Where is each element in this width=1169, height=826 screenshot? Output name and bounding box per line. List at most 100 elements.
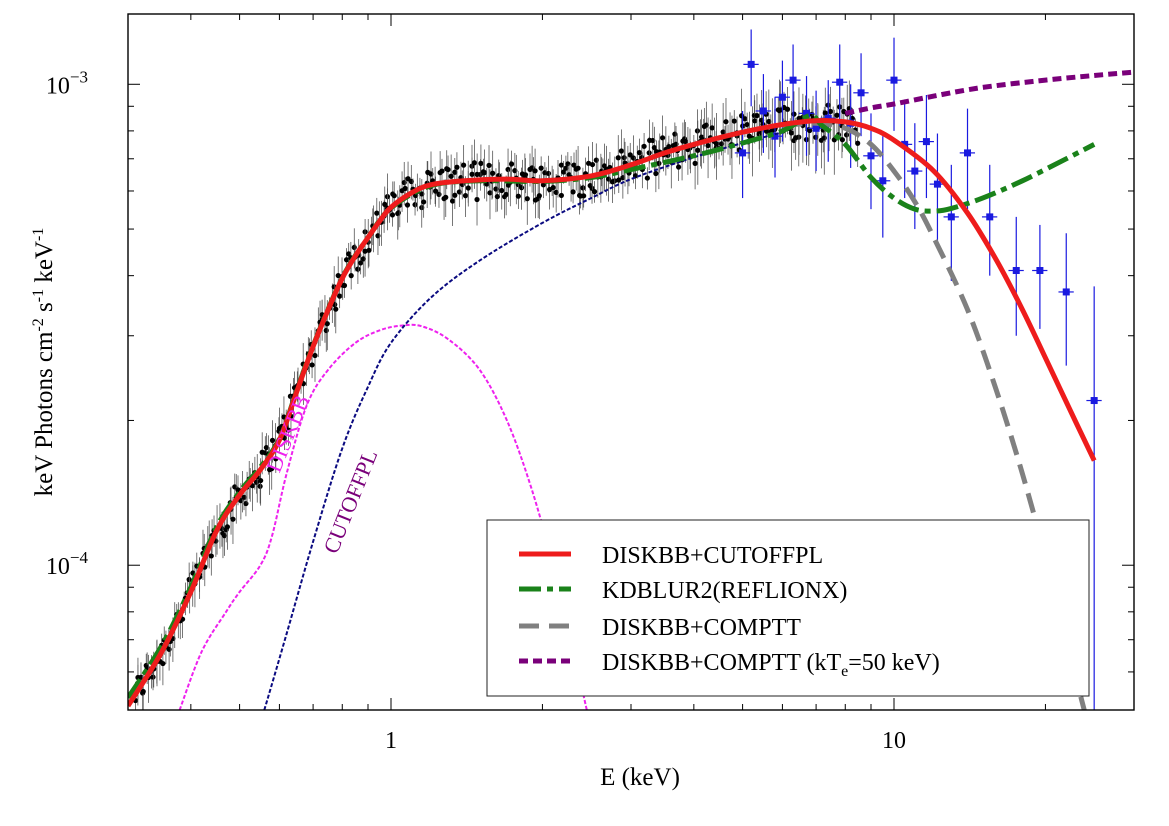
- black-data-point: [436, 191, 442, 197]
- black-data-point: [323, 327, 329, 334]
- legend-label-gray: DISKBB+COMPTT: [602, 615, 801, 641]
- black-data-point: [589, 161, 596, 168]
- black-data-point: [839, 137, 845, 143]
- black-data-point: [341, 282, 348, 289]
- black-data-point: [241, 494, 247, 500]
- black-data-point: [230, 516, 236, 522]
- black-data-point: [471, 160, 478, 166]
- black-data-point: [561, 169, 567, 175]
- blue-data-point: [857, 89, 865, 97]
- black-data-point: [452, 169, 458, 175]
- black-data-point: [337, 293, 343, 299]
- blue-data-point: [771, 132, 779, 140]
- black-data-point: [807, 127, 813, 134]
- black-data-point: [580, 185, 586, 191]
- blue-data-point: [933, 180, 941, 188]
- blue-data-point: [836, 78, 844, 86]
- x-axis-title: E (keV): [600, 764, 680, 791]
- black-data-point: [788, 130, 794, 136]
- black-data-point: [312, 352, 318, 359]
- black-data-point: [462, 193, 469, 199]
- black-data-point: [461, 162, 467, 168]
- black-data-point: [401, 179, 407, 186]
- black-data-point: [659, 135, 666, 141]
- black-data-point: [636, 150, 643, 156]
- black-data-point: [821, 135, 827, 141]
- black-data-point: [358, 260, 364, 266]
- plot-frame: [127, 13, 1135, 711]
- black-data-point: [309, 362, 315, 368]
- black-data-point: [257, 483, 263, 489]
- black-data-point: [673, 141, 679, 147]
- black-data-point: [615, 155, 621, 161]
- blue-data-point: [747, 60, 755, 68]
- black-data-point: [651, 145, 657, 151]
- black-data-point: [553, 189, 559, 195]
- black-data-point: [822, 110, 828, 116]
- blue-data-point: [1062, 288, 1070, 296]
- black-data-point: [571, 162, 577, 168]
- black-data-point: [263, 444, 269, 451]
- black-data-point: [452, 192, 458, 198]
- black-data-point: [348, 273, 354, 279]
- black-data-point: [709, 125, 715, 131]
- black-data-point: [362, 248, 368, 254]
- black-data-point: [419, 191, 425, 197]
- blue-data-point: [803, 109, 811, 117]
- black-data-point: [723, 119, 729, 125]
- blue-data-point: [739, 149, 747, 157]
- black-data-point: [550, 184, 556, 191]
- black-data-point: [389, 212, 396, 218]
- black-data-point: [243, 500, 249, 507]
- blue-data-point: [947, 213, 955, 221]
- black-data-point: [695, 147, 701, 153]
- black-data-point: [545, 170, 552, 177]
- black-data-point: [682, 138, 688, 145]
- black-data-point: [646, 150, 652, 156]
- blue-data-point: [1090, 397, 1098, 405]
- model-curve-diskbb-cutoffpl: [128, 118, 1097, 708]
- black-data-point: [433, 188, 439, 194]
- black-data-point: [742, 116, 748, 122]
- black-data-point: [744, 121, 750, 128]
- black-data-point: [448, 173, 454, 179]
- black-data-point: [428, 171, 434, 177]
- black-data-point: [713, 141, 720, 147]
- blue-data-point: [812, 124, 820, 132]
- black-data-point: [532, 168, 538, 174]
- black-data-point: [766, 118, 772, 125]
- black-data-point: [499, 187, 505, 194]
- black-data-point: [843, 132, 850, 138]
- black-data-point: [522, 172, 529, 178]
- black-data-point: [503, 191, 509, 198]
- legend: DISKBB+CUTOFFPL KDBLUR2(REFLIONX) DISKBB…: [486, 519, 1090, 697]
- black-data-point: [585, 160, 592, 166]
- black-data-point: [720, 129, 726, 135]
- y-tick-label: 10−4: [46, 548, 89, 580]
- model-curve-diskbb-comptt-kte-50-kev-: [844, 69, 1134, 116]
- black-data-point: [570, 189, 576, 195]
- blue-data-point: [922, 138, 930, 146]
- black-data-point: [465, 185, 471, 191]
- legend-label-purple: DISKBB+COMPTT (kTe=50 keV): [602, 650, 940, 680]
- black-data-point: [731, 118, 737, 124]
- black-data-point: [705, 142, 711, 149]
- black-data-point: [505, 166, 511, 173]
- black-data-point: [524, 196, 530, 202]
- black-data-point: [221, 533, 228, 539]
- black-data-point: [752, 118, 758, 124]
- blue-data-point: [901, 140, 909, 148]
- black-data-point: [834, 112, 840, 118]
- black-data-point: [784, 106, 791, 112]
- blue-data-points: [734, 29, 1102, 710]
- black-data-point: [224, 524, 231, 530]
- black-data-point: [644, 175, 650, 181]
- black-data-point: [208, 553, 214, 559]
- black-data-point: [481, 170, 488, 176]
- black-data-point: [343, 257, 350, 263]
- black-data-point: [508, 161, 515, 167]
- x-tick-label: 1: [385, 728, 397, 754]
- black-data-point: [273, 456, 279, 462]
- blue-data-point: [778, 93, 786, 101]
